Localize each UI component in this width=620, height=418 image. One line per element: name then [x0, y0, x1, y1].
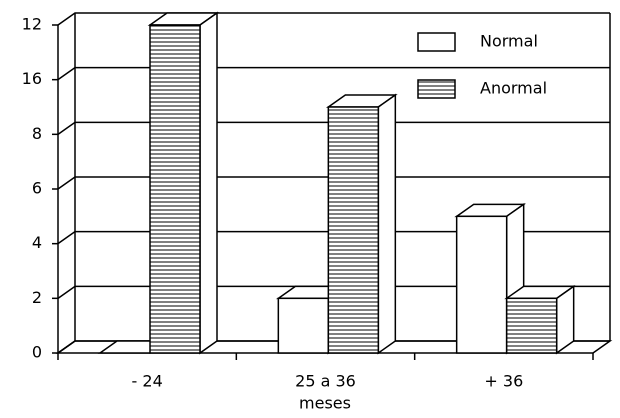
x-tick-label: + 36	[484, 372, 523, 391]
grid-line	[57, 285, 610, 299]
bar	[455, 215, 508, 354]
legend-label: Normal	[480, 32, 538, 51]
grid-line	[57, 12, 610, 26]
bar	[149, 24, 201, 354]
legend-label: Anormal	[480, 79, 547, 98]
grid-line	[57, 66, 610, 81]
y-tick-label: 16	[22, 69, 42, 88]
bar-side	[555, 284, 575, 355]
x-axis-label: meses	[299, 394, 351, 413]
y-tick-label: 12	[22, 15, 42, 34]
bar-side	[199, 11, 218, 355]
y-tick-label: 6	[32, 179, 42, 198]
bar-side	[377, 93, 397, 355]
x-tick-label: 25 a 36	[295, 372, 356, 391]
bar	[327, 106, 380, 354]
legend-swatch	[417, 79, 456, 99]
y-tick-label: 0	[32, 343, 42, 362]
bar	[505, 297, 558, 354]
bar	[277, 297, 330, 354]
y-tick-label: 4	[32, 233, 42, 252]
y-tick-label: 8	[32, 124, 42, 143]
x-tick-label: - 24	[132, 372, 163, 391]
y-tick-label: 2	[32, 288, 42, 307]
legend-swatch	[417, 32, 456, 52]
grid-line	[57, 121, 610, 135]
grid-line	[57, 230, 610, 245]
grid-line	[57, 176, 610, 190]
